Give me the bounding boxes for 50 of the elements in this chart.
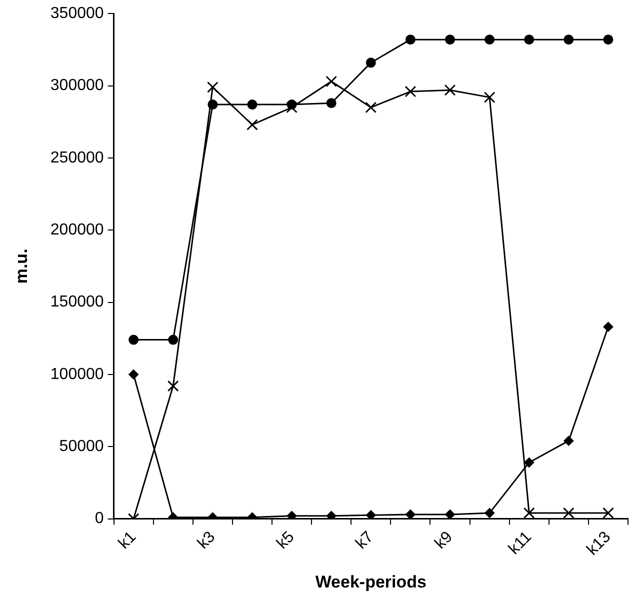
point [603, 34, 614, 45]
point [167, 380, 179, 392]
point [326, 98, 336, 108]
x-tick-label: k3 [194, 528, 219, 552]
point [562, 507, 574, 519]
point [286, 102, 298, 114]
point [444, 84, 456, 96]
x-tick-label: k7 [352, 528, 377, 552]
point [564, 34, 574, 45]
y-tick-label: 250000 [50, 149, 104, 166]
point [602, 507, 614, 519]
point [524, 34, 534, 45]
y-tick-label: 100000 [50, 366, 104, 383]
y-tick-label: 0 [94, 510, 104, 528]
x-tick-label: k13 [584, 528, 614, 559]
point [445, 509, 456, 519]
point [405, 34, 416, 45]
point [523, 507, 535, 519]
point [246, 119, 258, 130]
y-tick-label: 350000 [50, 5, 104, 22]
point [366, 58, 376, 68]
y-tick-label: 200000 [50, 222, 104, 239]
y-tick-label: 50000 [59, 438, 104, 456]
point [326, 510, 336, 519]
point [128, 369, 139, 380]
x-tick-label: k1 [116, 528, 140, 552]
x-tick-label: k5 [274, 528, 298, 552]
point [484, 508, 495, 518]
y-tick-label: 150000 [50, 294, 104, 311]
x-tick-label: k9 [432, 528, 456, 552]
y-tick-label: 300000 [50, 77, 104, 94]
point [326, 76, 338, 88]
point [603, 322, 614, 332]
point [564, 436, 574, 446]
point [247, 100, 258, 110]
point [484, 92, 496, 104]
point [128, 334, 139, 345]
point [524, 457, 534, 468]
point [206, 82, 218, 93]
point [168, 334, 178, 345]
point [404, 86, 416, 98]
point [365, 102, 377, 114]
point [405, 509, 416, 519]
point [484, 34, 495, 45]
y-axis-title: m.u. [12, 248, 31, 284]
point [366, 510, 376, 519]
x-tick-label: k11 [506, 528, 536, 558]
point [286, 510, 297, 519]
x-axis-title: Week-periods [315, 572, 426, 592]
point [445, 34, 456, 45]
